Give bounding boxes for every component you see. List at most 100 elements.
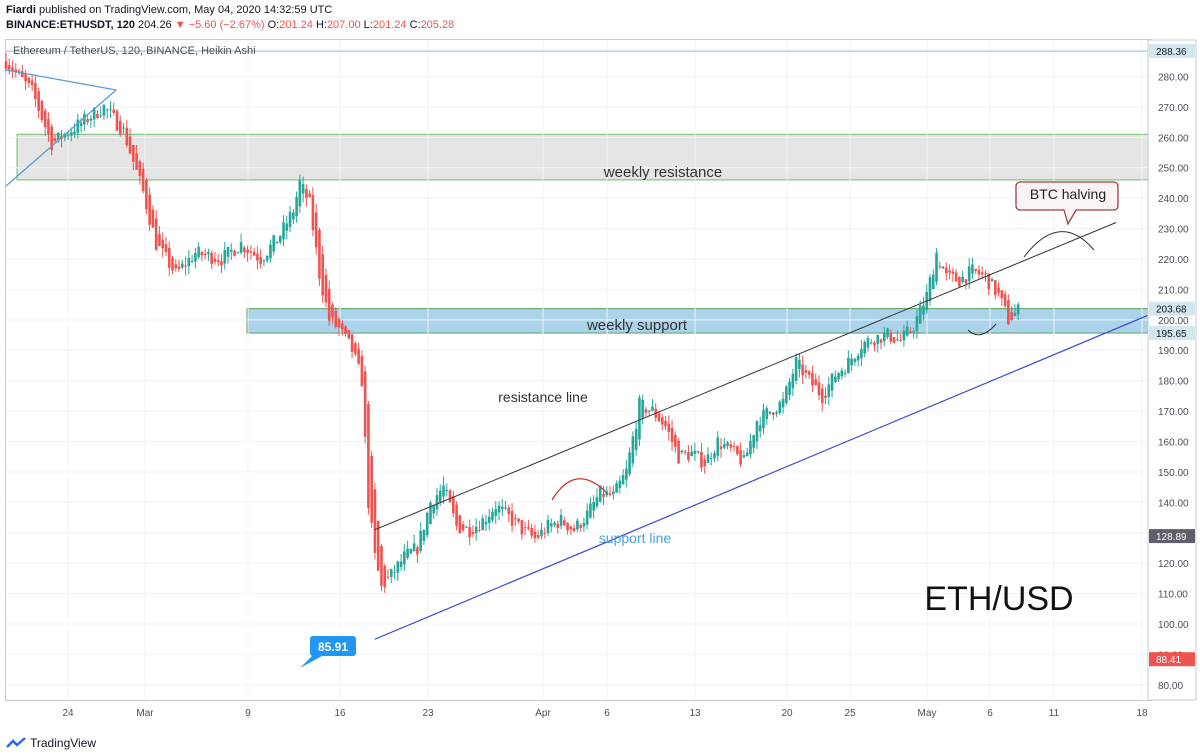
candle-body xyxy=(167,248,171,268)
tradingview-footer[interactable]: TradingView xyxy=(6,736,96,750)
candle-body xyxy=(11,67,14,72)
candle-body xyxy=(367,404,370,508)
candle-body xyxy=(817,382,821,396)
y-tick-label: 140.00 xyxy=(1158,498,1189,509)
candle-body xyxy=(360,356,364,387)
x-tick-label: 25 xyxy=(844,708,856,719)
x-tick-label: 6 xyxy=(604,708,610,719)
candle-body xyxy=(1000,290,1004,299)
candle-body xyxy=(344,326,347,334)
candle-body xyxy=(92,108,96,120)
min-price-label: 85.91 xyxy=(318,640,348,654)
candle-body xyxy=(762,409,765,429)
candle-body xyxy=(406,548,409,558)
y-tick-label: 210.00 xyxy=(1158,285,1189,296)
candle-body xyxy=(122,127,125,129)
candle-body xyxy=(203,253,207,255)
candle-body xyxy=(709,457,713,459)
candle-body xyxy=(223,250,227,264)
candle-body xyxy=(340,323,344,330)
candle-body xyxy=(618,480,622,489)
candle-body xyxy=(585,510,589,525)
candle-body xyxy=(494,509,498,516)
candle-body xyxy=(961,276,964,282)
candle-body xyxy=(497,505,501,513)
candle-body xyxy=(729,444,733,448)
candle-body xyxy=(553,522,556,526)
x-tick-label: 16 xyxy=(334,708,346,719)
candle-body xyxy=(357,348,360,364)
candle-body xyxy=(220,261,223,266)
candle-body xyxy=(660,417,664,425)
candle-body xyxy=(190,261,194,263)
candle-body xyxy=(592,501,595,511)
candle-body xyxy=(788,381,791,395)
candle-body xyxy=(448,490,452,503)
candle-body xyxy=(931,274,935,290)
candle-body xyxy=(112,109,116,113)
candle-body xyxy=(324,274,328,303)
candle-body xyxy=(804,369,808,373)
candle-body xyxy=(53,138,57,141)
price-label: 195.65 xyxy=(1156,329,1187,340)
candle-body xyxy=(820,388,824,403)
candle-body xyxy=(213,258,217,262)
candle-body xyxy=(755,421,759,442)
candle-body xyxy=(814,379,818,386)
candle-body xyxy=(935,252,938,282)
candle-body xyxy=(749,440,752,455)
candle-body xyxy=(611,491,615,495)
candle-body xyxy=(674,434,677,447)
candle-body xyxy=(177,266,181,269)
resistance-trend-line xyxy=(374,222,1117,531)
candle-body xyxy=(549,523,553,527)
candle-body xyxy=(997,287,1000,293)
candle-body xyxy=(305,188,308,199)
candle-body xyxy=(869,342,873,344)
candle-body xyxy=(194,252,197,262)
candle-body xyxy=(14,69,18,73)
candle-body xyxy=(798,359,801,369)
candle-body xyxy=(1016,304,1020,315)
candle-body xyxy=(771,412,775,416)
candle-body xyxy=(226,246,230,257)
candle-body xyxy=(785,386,788,404)
ohlc-low: L:201.24 xyxy=(363,19,407,31)
candle-body xyxy=(138,161,142,176)
candle-body xyxy=(608,493,612,495)
candle-body xyxy=(239,242,243,253)
candle-body xyxy=(393,572,396,574)
candle-body xyxy=(657,413,661,422)
x-tick-label: 18 xyxy=(1136,708,1148,719)
candle-body xyxy=(334,310,338,327)
candle-body xyxy=(109,109,112,111)
candle-body xyxy=(47,118,50,134)
candle-body xyxy=(902,330,906,341)
candle-body xyxy=(745,452,749,457)
candle-body xyxy=(422,529,426,541)
candle-body xyxy=(465,526,468,528)
candle-body xyxy=(579,525,582,528)
candle-body xyxy=(791,373,795,389)
price-label: 288.36 xyxy=(1156,47,1187,58)
candle-body xyxy=(347,330,351,339)
candle-body xyxy=(514,518,517,520)
price-label: 203.68 xyxy=(1156,305,1187,316)
candle-body xyxy=(350,334,354,352)
y-tick-label: 120.00 xyxy=(1158,559,1189,570)
candle-body xyxy=(536,534,540,538)
candle-body xyxy=(736,446,739,455)
candle-body xyxy=(200,252,204,256)
author-name[interactable]: Fiardi xyxy=(6,4,36,16)
candle-body xyxy=(1013,312,1017,317)
candle-body xyxy=(318,229,321,279)
candle-body xyxy=(145,179,148,210)
candle-body xyxy=(27,77,31,84)
candle-body xyxy=(971,264,974,274)
candle-body xyxy=(229,249,233,252)
candle-body xyxy=(634,428,638,450)
support-trend-line xyxy=(374,297,1189,640)
candle-body xyxy=(105,109,109,111)
candle-body xyxy=(794,357,798,381)
